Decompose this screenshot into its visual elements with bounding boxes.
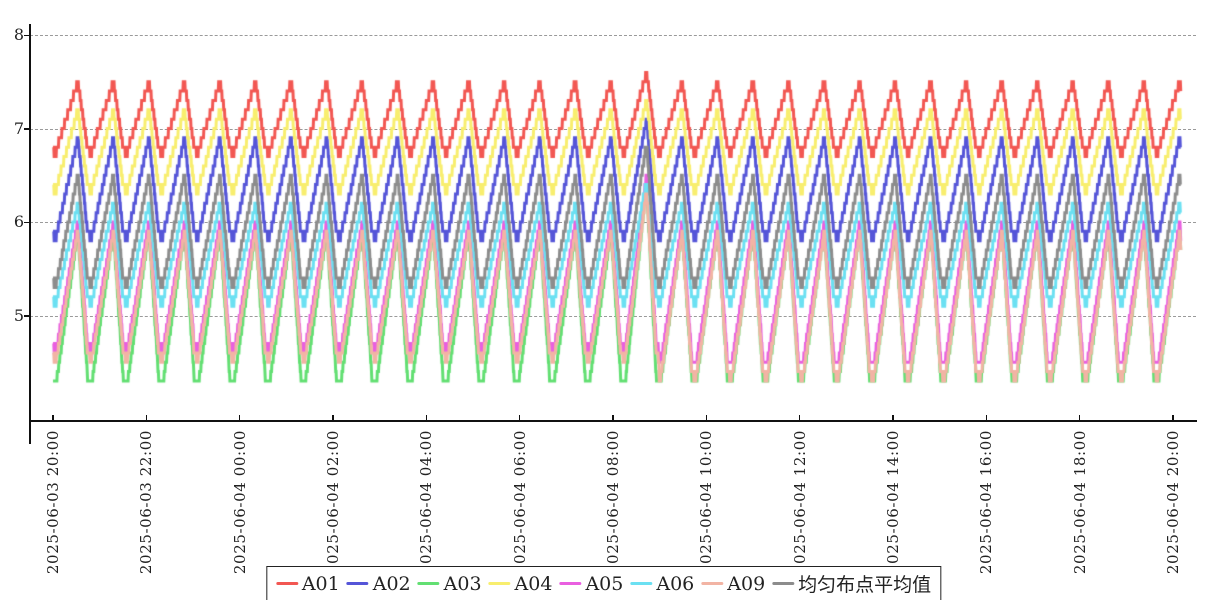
legend-swatch-a05	[559, 581, 582, 586]
x-tick-mark	[52, 415, 54, 421]
legend-item-average: 均匀布点平均值	[772, 570, 931, 597]
x-tick-mark	[425, 415, 428, 421]
x-tick-mark	[892, 415, 894, 421]
x-tick-label: 2025-06-03 22:00	[137, 430, 156, 575]
y-tick-mark-6	[24, 221, 30, 223]
legend-item-a04: A04	[488, 572, 553, 595]
legend-label-a02: A02	[372, 572, 411, 595]
x-tick-mark	[238, 415, 241, 421]
legend-swatch-average	[772, 581, 795, 586]
legend-item-a06: A06	[630, 573, 694, 595]
x-tick-mark	[612, 415, 614, 421]
legend-swatch-a06	[630, 581, 653, 586]
legend-swatch-a01	[275, 581, 298, 586]
y-tick-mark-5	[24, 315, 30, 317]
legend-label-a03: A03	[443, 572, 482, 595]
legend-label-a01: A01	[301, 572, 340, 595]
legend-label-average: 均匀布点平均值	[798, 574, 932, 596]
legend-item-a05: A05	[559, 573, 623, 595]
y-tick-label-6: 6	[13, 212, 24, 231]
y-tick-mark-8	[24, 34, 30, 36]
legend-swatch-a03	[417, 581, 440, 586]
x-tick-label: 2025-06-04 14:00	[883, 430, 902, 575]
legend-item-a01: A01	[275, 572, 340, 595]
y-tick-label-5: 5	[13, 305, 24, 325]
legend-swatch-a04	[488, 581, 511, 586]
x-tick-label: 2025-06-04 20:00	[1163, 430, 1182, 575]
x-tick-mark	[798, 415, 801, 421]
legend-swatch-a02	[346, 581, 369, 586]
legend-label-a05: A05	[585, 572, 624, 595]
x-tick-mark	[985, 415, 988, 421]
x-tick-label: 2025-06-04 02:00	[323, 430, 342, 575]
x-tick-label: 2025-06-04 08:00	[603, 430, 622, 575]
legend-label-a06: A06	[656, 572, 695, 595]
legend-label-a04: A04	[514, 572, 553, 595]
x-tick-mark	[332, 415, 334, 421]
x-tick-mark	[1172, 415, 1174, 421]
x-tick-label: 2025-06-04 06:00	[510, 430, 529, 575]
x-tick-mark	[518, 415, 521, 421]
x-tick-label: 2025-06-04 00:00	[230, 430, 249, 575]
y-tick-mark-7	[24, 128, 30, 130]
legend-item-a09: A09	[701, 573, 765, 595]
x-tick-mark	[705, 415, 708, 421]
x-tick-label: 2025-06-04 16:00	[977, 430, 996, 575]
x-tick-label: 2025-06-04 04:00	[417, 430, 436, 575]
x-tick-label: 2025-06-04 18:00	[1070, 430, 1089, 575]
chart-legend: A01 A02 A03 A04 A05 A06 A09 均匀布点平均值	[265, 566, 942, 600]
x-tick-label: 2025-06-03 20:00	[44, 430, 62, 575]
x-tick-mark	[145, 415, 148, 421]
x-tick-label: 2025-06-04 10:00	[697, 430, 716, 575]
legend-item-a03: A03	[417, 572, 482, 595]
x-tick-label: 2025-06-04 12:00	[790, 430, 809, 575]
y-tick-label-8: 8	[13, 25, 24, 44]
legend-label-a09: A09	[727, 572, 766, 595]
legend-swatch-a09	[701, 581, 724, 586]
x-tick-mark	[1078, 415, 1081, 421]
y-tick-label-7: 7	[13, 118, 24, 138]
legend-item-a02: A02	[346, 572, 411, 595]
